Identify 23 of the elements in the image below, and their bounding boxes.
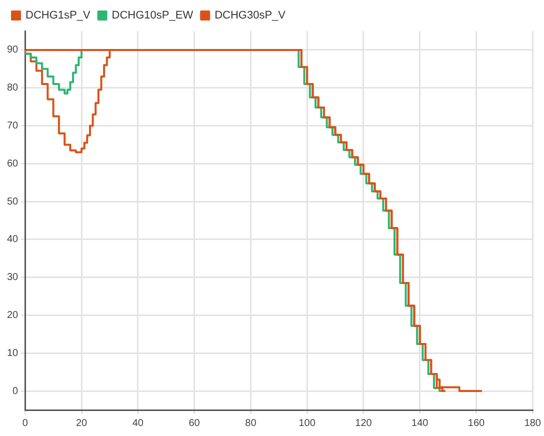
- x-tick-label: 180: [524, 418, 542, 429]
- y-tick-label: 90: [7, 44, 19, 56]
- x-tick-label: 140: [412, 418, 429, 429]
- x-tick-label: 100: [298, 418, 316, 429]
- x-tick-label: 0: [22, 418, 28, 429]
- x-tick-label: 20: [76, 418, 88, 429]
- x-tick-label: 160: [468, 418, 486, 429]
- x-tick-label: 60: [188, 418, 200, 429]
- x-tick-label: 80: [245, 418, 257, 429]
- y-tick-label: 50: [7, 196, 19, 208]
- legend-label: DCHG1sP_V: [26, 10, 91, 22]
- legend-label: DCHG30sP_V: [214, 10, 286, 22]
- y-tick-label: 70: [7, 120, 19, 132]
- y-tick-label: 30: [7, 272, 19, 284]
- y-tick-label: 60: [7, 158, 19, 170]
- x-tick-label: 40: [132, 418, 144, 429]
- x-tick-label: 120: [355, 418, 372, 429]
- y-tick-label: 40: [7, 234, 19, 246]
- legend-label: DCHG10sP_EW: [112, 10, 194, 22]
- y-tick-label: 80: [7, 82, 19, 94]
- y-tick-label: 10: [7, 348, 19, 359]
- y-tick-label: 20: [7, 310, 19, 321]
- y-tick-label: 0: [12, 386, 19, 397]
